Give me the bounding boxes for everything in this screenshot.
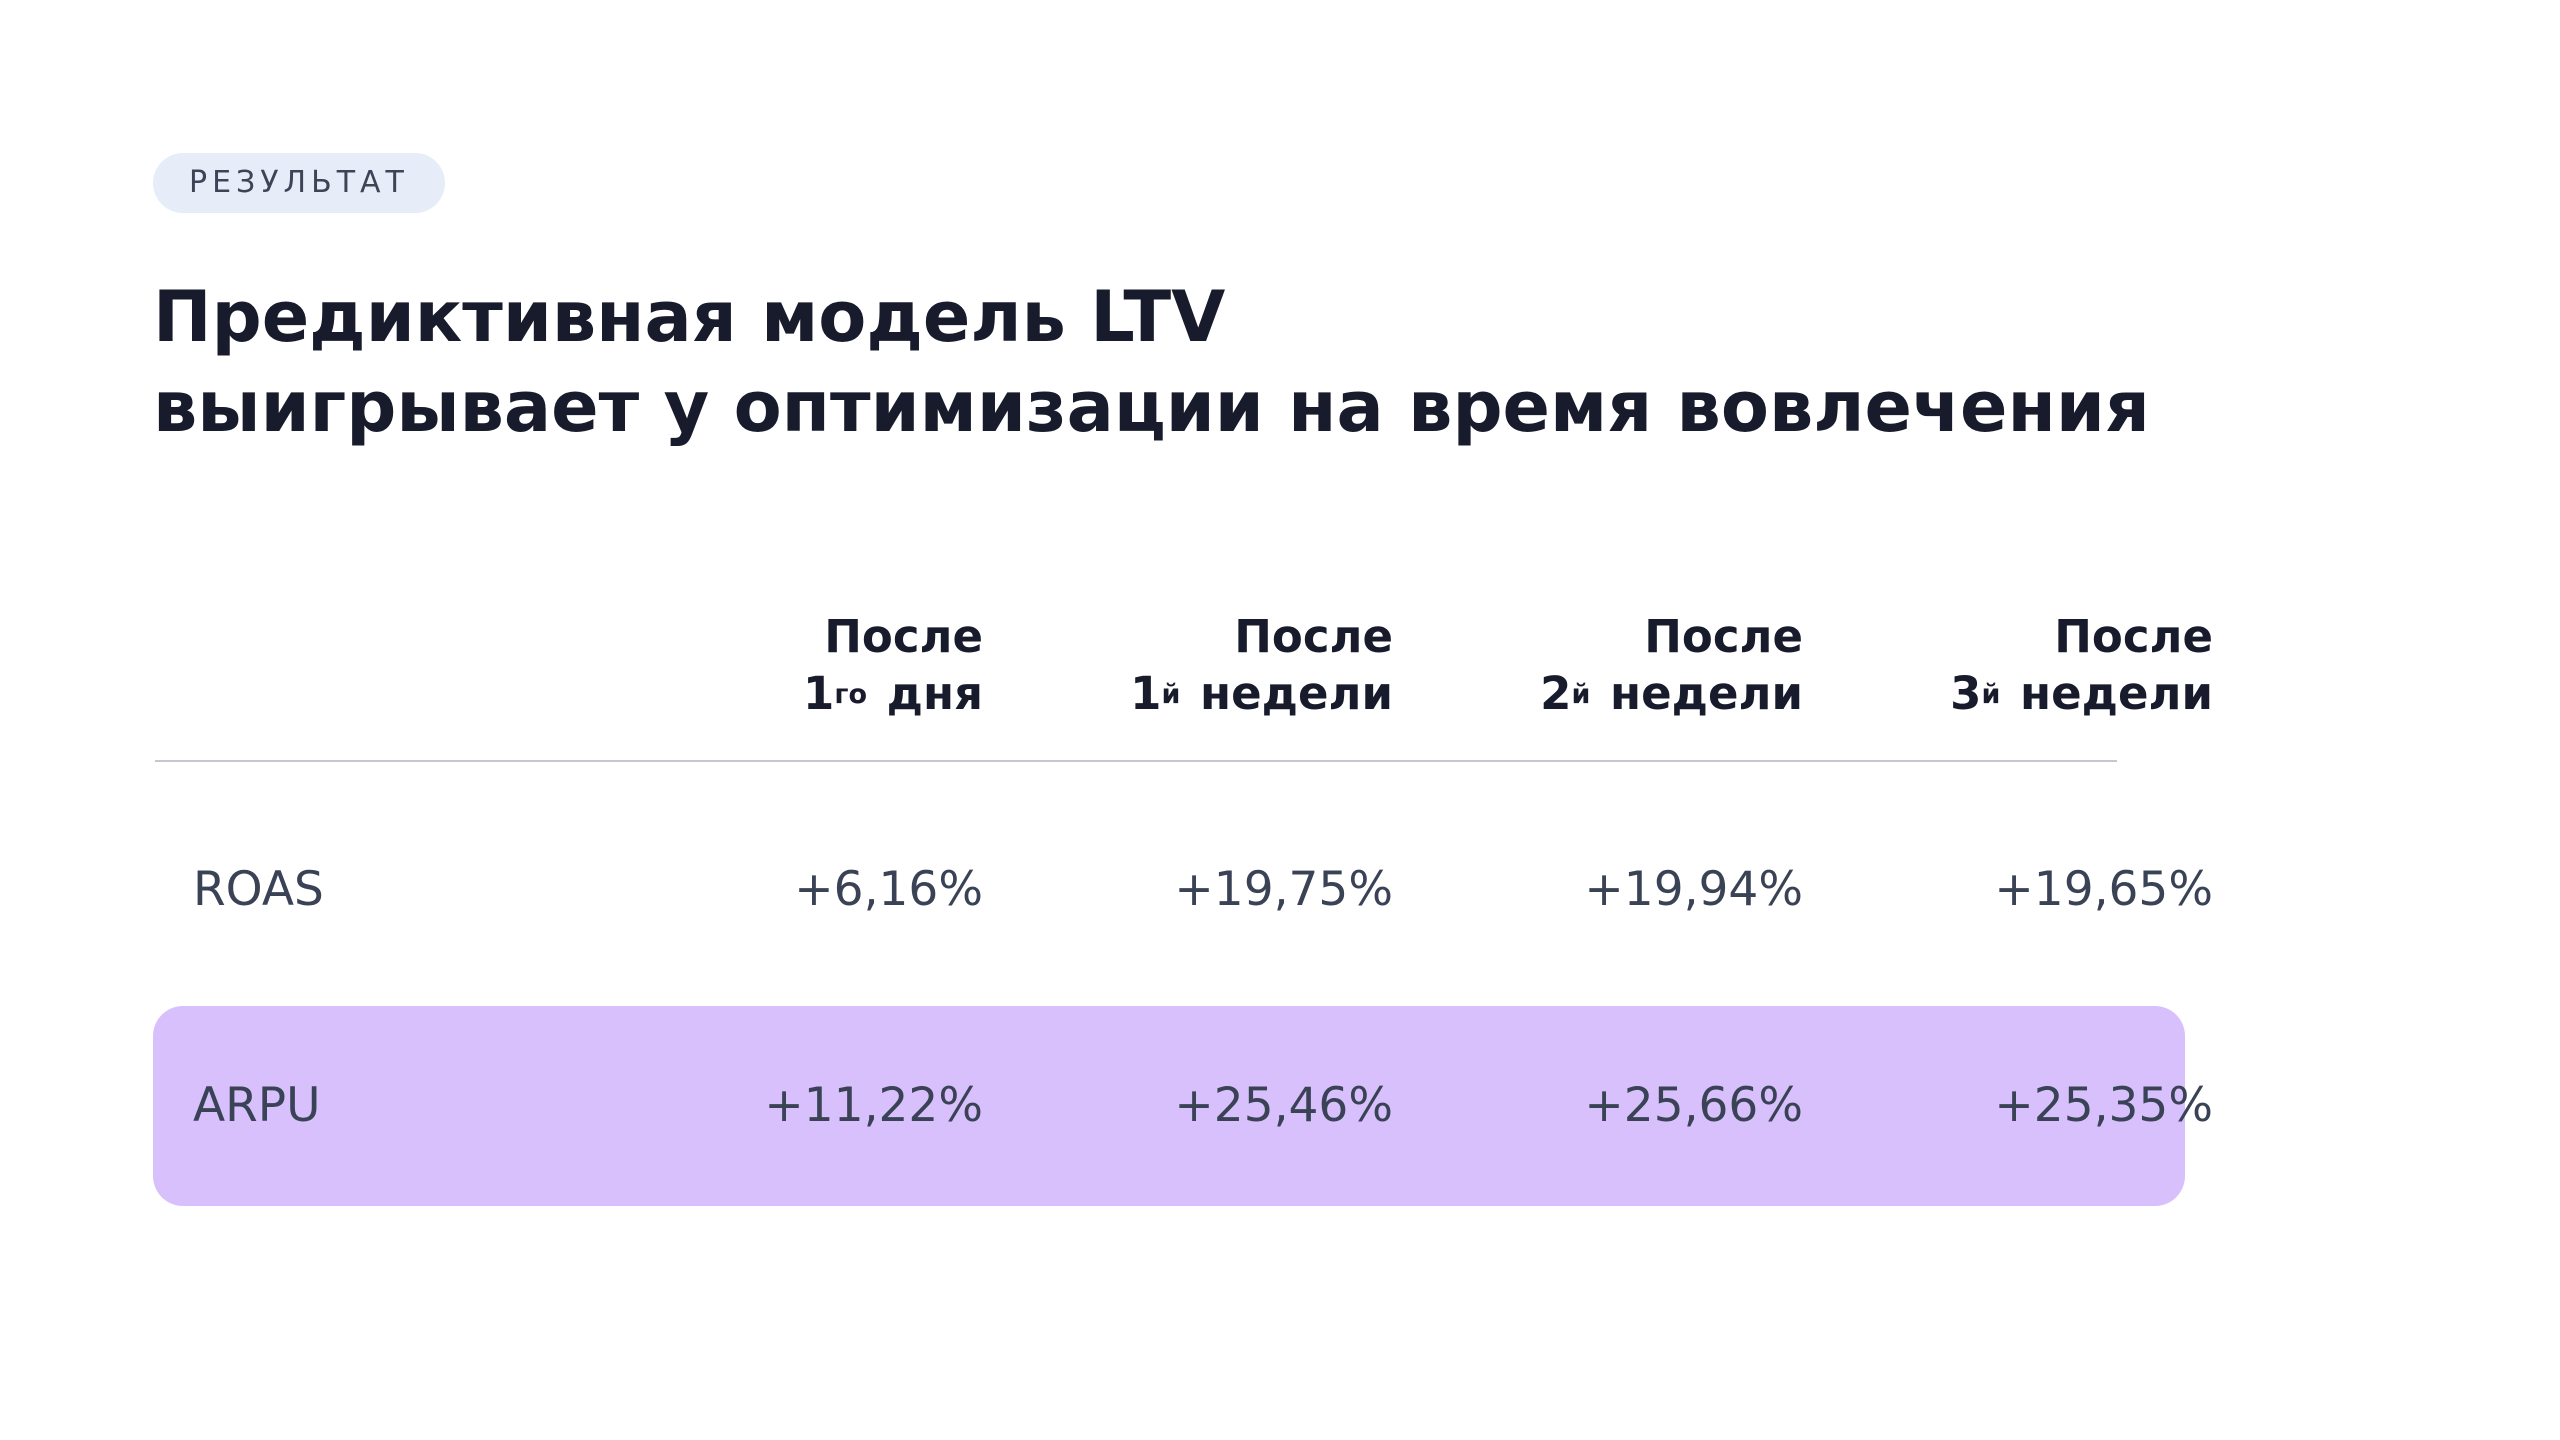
column-header-week-1: После 1й недели: [1130, 610, 1393, 720]
table-row-arpu-highlighted: ARPU +11,22% +25,46% +25,66% +25,35%: [153, 1006, 2213, 1206]
column-header-day-1: После 1го дня: [803, 610, 983, 720]
title-line-2: выигрывает у оптимизации на время вовлеч…: [153, 366, 2150, 448]
title-line-1: Предиктивная модель LTV: [153, 276, 1226, 358]
row-label-arpu: ARPU: [193, 1078, 321, 1133]
roas-week-1-value: +19,75%: [1174, 862, 1393, 917]
row-label-roas: ROAS: [193, 862, 324, 917]
arpu-week-2-value: +25,66%: [1584, 1078, 1803, 1133]
table-header: После 1го дня После 1й недели После 2й н…: [153, 600, 2213, 762]
page-title: Предиктивная модель LTV выигрывает у опт…: [153, 272, 2253, 452]
column-header-week-2: После 2й недели: [1540, 610, 1803, 720]
results-table: После 1го дня После 1й недели После 2й н…: [153, 600, 2213, 762]
roas-week-2-value: +19,94%: [1584, 862, 1803, 917]
arpu-week-3-value: +25,35%: [1994, 1078, 2213, 1133]
column-header-week-3: После 3й недели: [1950, 610, 2213, 720]
arpu-day-1-value: +11,22%: [764, 1078, 983, 1133]
section-tag: РЕЗУЛЬТАТ: [153, 153, 445, 213]
arpu-week-1-value: +25,46%: [1174, 1078, 1393, 1133]
roas-day-1-value: +6,16%: [794, 862, 983, 917]
header-divider: [155, 760, 2117, 762]
roas-week-3-value: +19,65%: [1994, 862, 2213, 917]
table-row-roas: ROAS +6,16% +19,75% +19,94% +19,65%: [153, 790, 2213, 990]
